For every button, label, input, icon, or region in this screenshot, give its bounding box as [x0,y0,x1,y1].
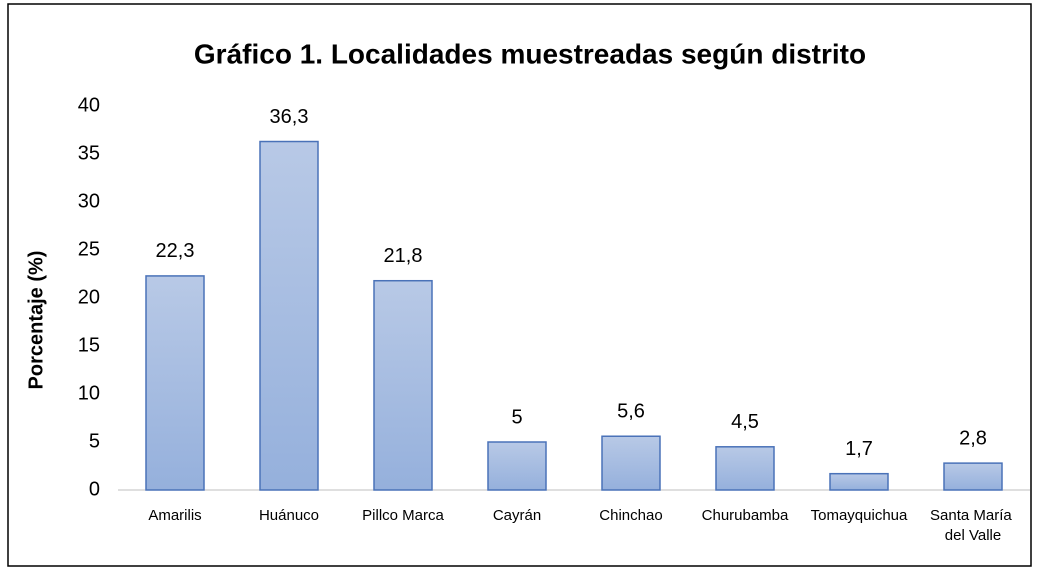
bar [943,462,1003,491]
data-label: 5 [511,406,522,428]
x-tick-label: Cayrán [493,507,541,524]
y-tick-label: 25 [78,238,100,260]
x-tick-label: Churubamba [702,507,789,524]
x-tick-label: Tomayquichua [811,507,908,524]
data-label: 21,8 [384,245,423,267]
bar [259,140,319,491]
data-label: 5,6 [617,401,645,423]
y-tick-label: 10 [78,382,100,404]
y-tick-label: 5 [89,430,100,452]
y-tick-label: 40 [78,94,100,116]
y-tick-label: 20 [78,286,100,308]
y-axis-label: Porcentaje (%) [25,251,47,390]
y-tick-label: 0 [89,478,100,500]
y-tick-label: 30 [78,190,100,212]
y-tick-label: 15 [78,334,100,356]
bar [487,441,547,491]
bar [373,279,433,491]
bar [601,435,661,491]
x-tick-label: Santa María del Valle [930,507,1016,544]
x-tick-label: Huánuco [259,507,319,524]
chart-title: Gráfico 1. Localidades muestreadas según… [194,38,866,69]
x-tick-label: Amarilis [148,507,201,524]
bar [829,472,889,491]
x-tick-label: Pillco Marca [362,507,444,524]
data-label: 1,7 [845,438,873,460]
bar [145,275,205,491]
data-label: 2,8 [959,427,987,449]
data-label: 36,3 [270,106,309,128]
data-label: 22,3 [156,240,195,262]
y-tick-label: 35 [78,142,100,164]
x-tick-label: Chinchao [599,507,662,524]
data-label: 4,5 [731,411,759,433]
bar [715,446,775,491]
